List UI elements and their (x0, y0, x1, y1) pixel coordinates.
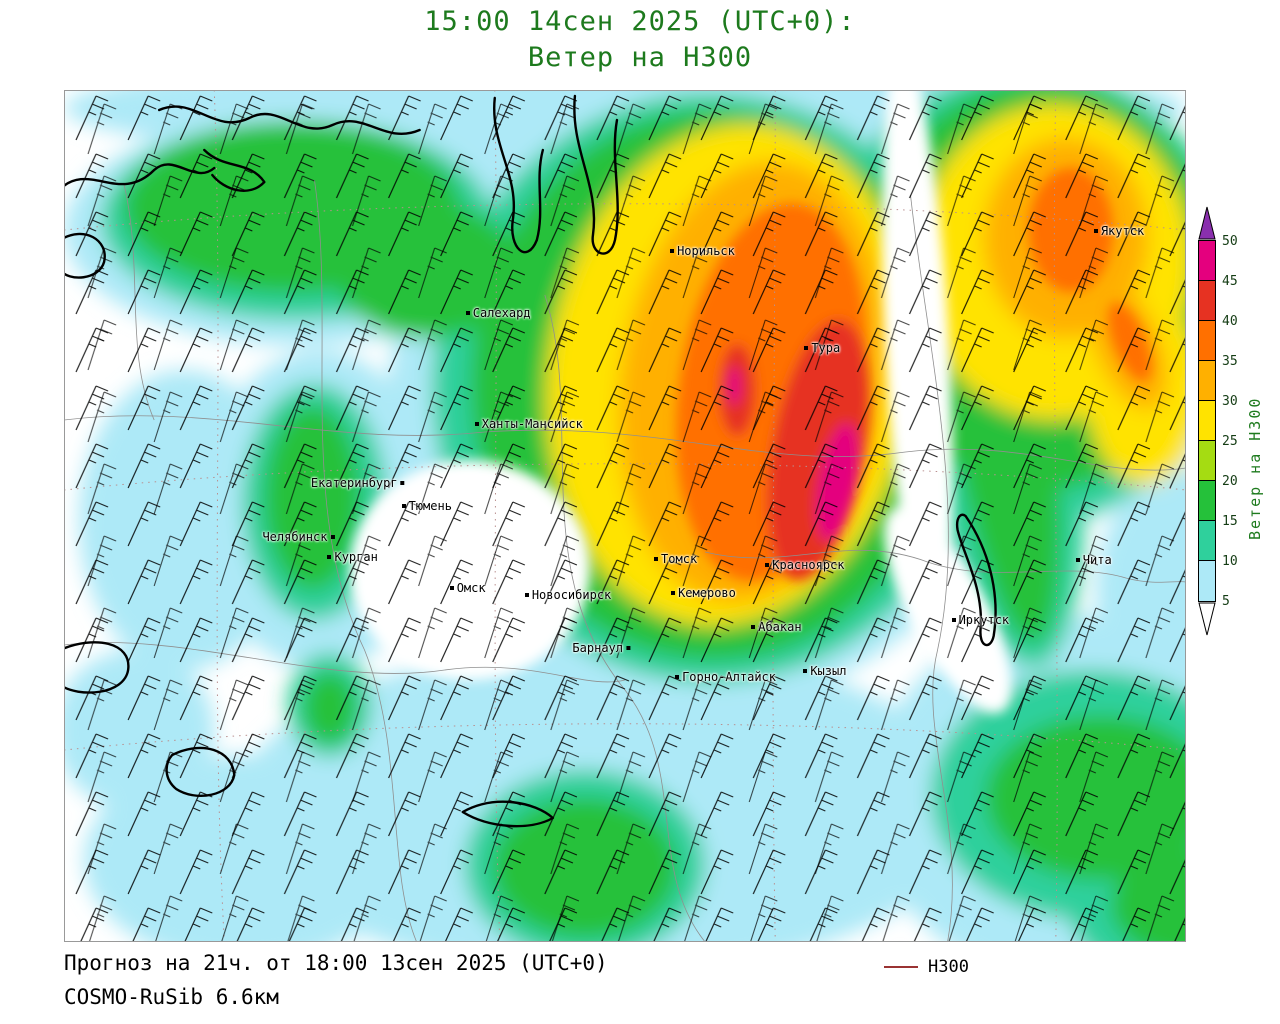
colorbar: 50 45 40 35 30 25 20 15 10 5 (1198, 206, 1268, 636)
title-datetime: 15:00 14сен 2025 (UTC+0): (424, 6, 856, 37)
map-area: Норильск Салехард Тура Ханты-Мансийск Екатер… (64, 90, 1186, 942)
h300-legend: H300 (884, 957, 969, 977)
colorbar-band (1199, 481, 1215, 521)
colorbar-band (1199, 361, 1215, 401)
colorbar-band (1199, 281, 1215, 321)
colorbar-band (1199, 521, 1215, 561)
colorbar-arrow-up-icon (1198, 206, 1216, 240)
colorbar-tick-label: 30 (1222, 394, 1238, 409)
title-parameter: Ветер на H300 (527, 42, 753, 73)
page-title: 15:00 14сен 2025 (UTC+0): Ветер на H300 (0, 4, 1280, 76)
colorbar-ticks: 50 45 40 35 30 25 20 15 10 5 (1222, 206, 1262, 646)
map-svg (64, 90, 1186, 942)
colorbar-tick-label: 40 (1222, 314, 1238, 329)
colorbar-tick-label: 20 (1222, 474, 1238, 489)
colorbar-arrow-down-icon (1198, 602, 1216, 636)
colorbar-band (1199, 561, 1215, 601)
h300-legend-line (884, 966, 918, 968)
colorbar-band (1199, 401, 1215, 441)
map-frame (64, 90, 1186, 942)
model-info-line: COSMO-RuSib 6.6км (64, 985, 279, 1009)
colorbar-tick-label: 5 (1222, 594, 1230, 609)
colorbar-tick-label: 10 (1222, 554, 1238, 569)
colorbar-band (1199, 241, 1215, 281)
colorbar-axis-label: Ветер на H300 (1246, 396, 1264, 540)
h300-legend-label: H300 (928, 957, 969, 977)
colorbar-tick-label: 35 (1222, 354, 1238, 369)
wind-barbs-layer-2 (64, 90, 1186, 942)
colorbar-tick-label: 15 (1222, 514, 1238, 529)
colorbar-tick-label: 45 (1222, 274, 1238, 289)
colorbar-band (1199, 321, 1215, 361)
forecast-info-line: Прогноз на 21ч. от 18:00 13сен 2025 (UTC… (64, 951, 608, 975)
colorbar-band (1199, 441, 1215, 481)
colorbar-scale (1198, 240, 1216, 602)
colorbar-tick-label: 25 (1222, 434, 1238, 449)
footer-text: Прогноз на 21ч. от 18:00 13сен 2025 (UTC… (64, 948, 608, 1012)
colorbar-tick-label: 50 (1222, 234, 1238, 249)
